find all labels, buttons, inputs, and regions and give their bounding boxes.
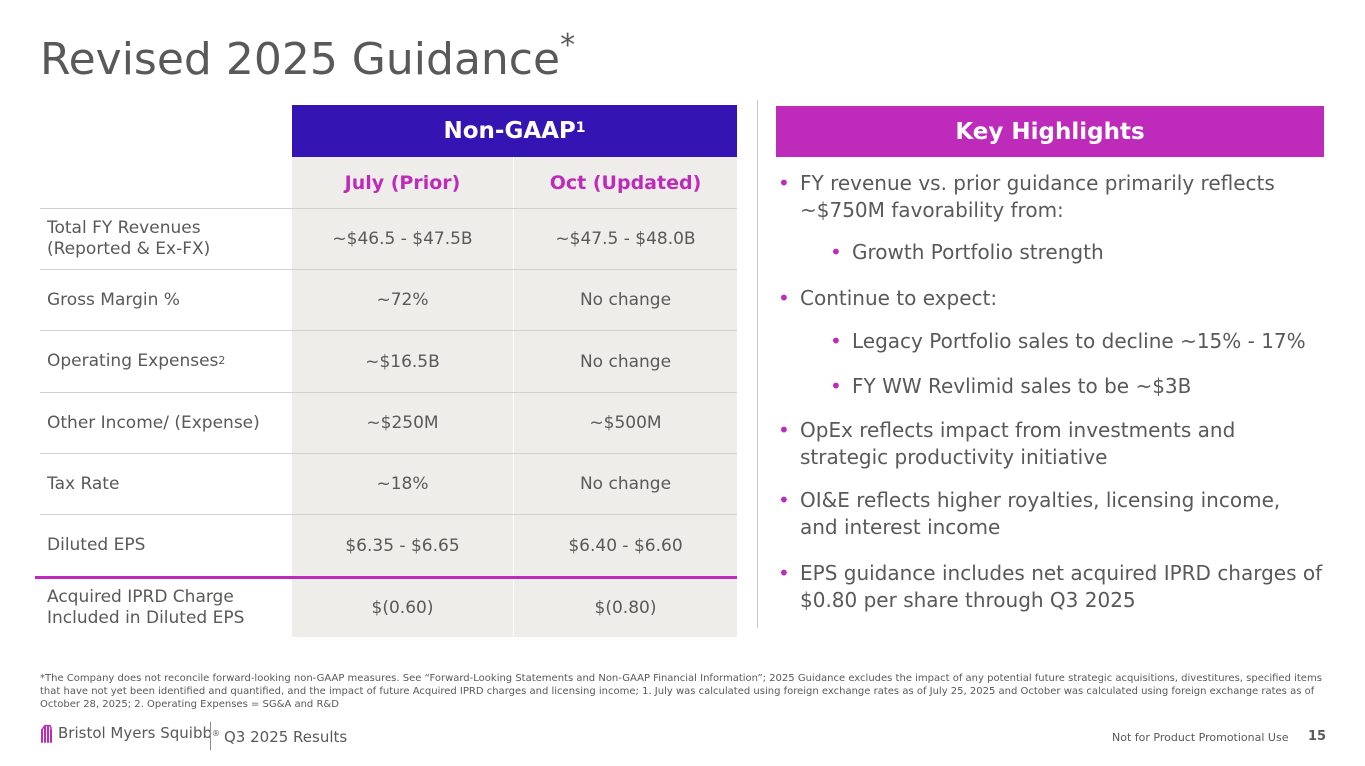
footer-separator [210,722,211,750]
table-row: Acquired IPRD Charge Included in Diluted … [40,579,737,637]
non-gaap-header: Non-GAAP 1 [292,105,737,157]
list-item: • OI&E reflects higher royalties, licensi… [778,488,1281,539]
list-item: • Continue to expect: [778,286,998,310]
list-item: • FY revenue vs. prior guidance primarily… [778,171,1275,222]
table-row: Gross Margin % ~72% No change [40,270,737,330]
table-row: Tax Rate ~18% No change [40,454,737,514]
column-header-prior: July (Prior) [292,157,513,208]
row-label: Acquired IPRD Charge Included in Diluted … [47,587,245,628]
page-title: Revised 2025 Guidance* [40,28,576,85]
list-item: • EPS guidance includes net acquired IPRD… [778,561,1323,612]
row-label: Total FY Revenues (Reported & Ex-FX) [47,218,211,259]
prior-value: ~72% [292,270,513,330]
list-item: • Legacy Portfolio sales to decline ~15% … [830,329,1306,353]
row-label: Other Income/ (Expense) [47,412,260,433]
table-row: Operating Expenses 2 ~$16.5B No change [40,331,737,392]
highlight-divider [35,576,737,579]
prior-value: ~$46.5 - $47.5B [292,209,513,269]
row-label: Gross Margin % [47,289,180,310]
updated-value: $(0.80) [513,579,737,637]
list-item: • OpEx reflects impact from investments a… [778,418,1236,469]
prior-value: $6.35 - $6.65 [292,515,513,576]
updated-value: No change [513,331,737,392]
key-highlights-header: Key Highlights [776,106,1324,157]
updated-value: ~$500M [513,393,737,453]
table-row: Diluted EPS $6.35 - $6.65 $6.40 - $6.60 [40,515,737,576]
table-row: Total FY Revenues (Reported & Ex-FX) ~$46… [40,209,737,269]
column-divider [757,100,758,628]
prior-value: ~$16.5B [292,331,513,392]
updated-value: $6.40 - $6.60 [513,515,737,576]
row-label: Operating Expenses 2 [47,351,226,371]
promo-notice: Not for Product Promotional Use [1112,731,1289,744]
company-logo: Bristol Myers Squibb ® [40,722,220,744]
list-item: • FY WW Revlimid sales to be ~$3B [830,374,1192,398]
prior-value: ~18% [292,454,513,514]
prior-value: ~$250M [292,393,513,453]
row-label: Tax Rate [47,473,120,494]
updated-value: ~$47.5 - $48.0B [513,209,737,269]
row-label: Diluted EPS [47,535,146,555]
bms-logo-icon [41,724,52,743]
updated-value: No change [513,270,737,330]
deck-title: Q3 2025 Results [224,728,348,746]
table-row: Other Income/ (Expense) ~$250M ~$500M [40,393,737,453]
list-item: • Growth Portfolio strength [830,240,1104,264]
column-header-row: July (Prior) Oct (Updated) [40,157,737,208]
footnote: *The Company does not reconcile forward-… [40,673,1322,710]
page-number: 15 [1308,729,1327,744]
updated-value: No change [513,454,737,514]
column-header-updated: Oct (Updated) [513,157,737,208]
logo-text: Bristol Myers Squibb [58,724,212,742]
prior-value: $(0.60) [292,579,513,637]
